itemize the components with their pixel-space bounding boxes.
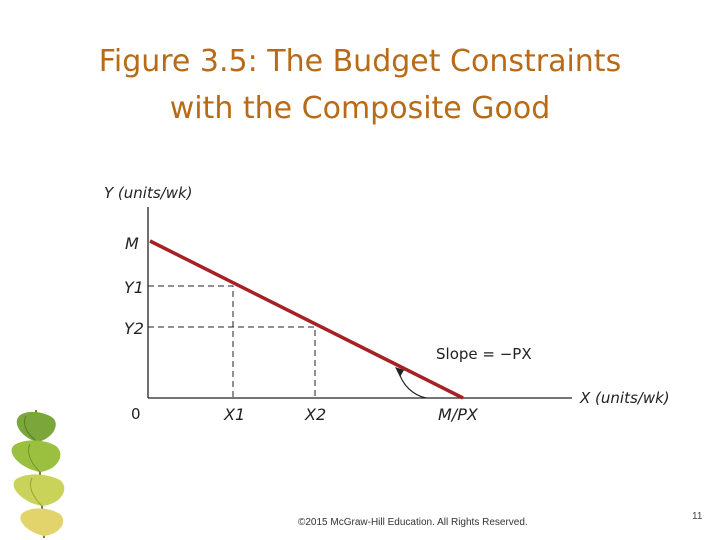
- x-intercept-label: M/PX: [438, 405, 479, 424]
- guide-y1-x1: [148, 285, 234, 398]
- y-intercept-label: M: [125, 234, 139, 253]
- page-number: 11: [692, 511, 703, 522]
- copyright-footer: ©2015 McGraw-Hill Education. All Rights …: [298, 517, 528, 528]
- y1-label: Y1: [124, 278, 144, 297]
- guide-y2-x2: [148, 326, 316, 398]
- slope-arc-arrowhead: [395, 367, 404, 377]
- dashed-guides: [148, 285, 316, 398]
- y2-label: Y2: [124, 319, 144, 338]
- x2-label: X2: [304, 405, 326, 424]
- slide-title-line-1: Figure 3.5: The Budget Constraints: [98, 44, 622, 79]
- slope-label: Slope = −PX: [436, 345, 532, 363]
- budget-line: [149, 239, 464, 400]
- slide-title-line-2: with the Composite Good: [169, 91, 551, 126]
- x-axis-label: X (units/wk): [579, 389, 670, 407]
- ginkgo-leaves-icon: [11, 410, 65, 539]
- x1-label: X1: [223, 405, 245, 424]
- origin-label: 0: [131, 405, 141, 423]
- y-axis-label: Y (units/wk): [104, 184, 193, 202]
- slide-title: Figure 3.5: The Budget Constraints with …: [40, 38, 680, 132]
